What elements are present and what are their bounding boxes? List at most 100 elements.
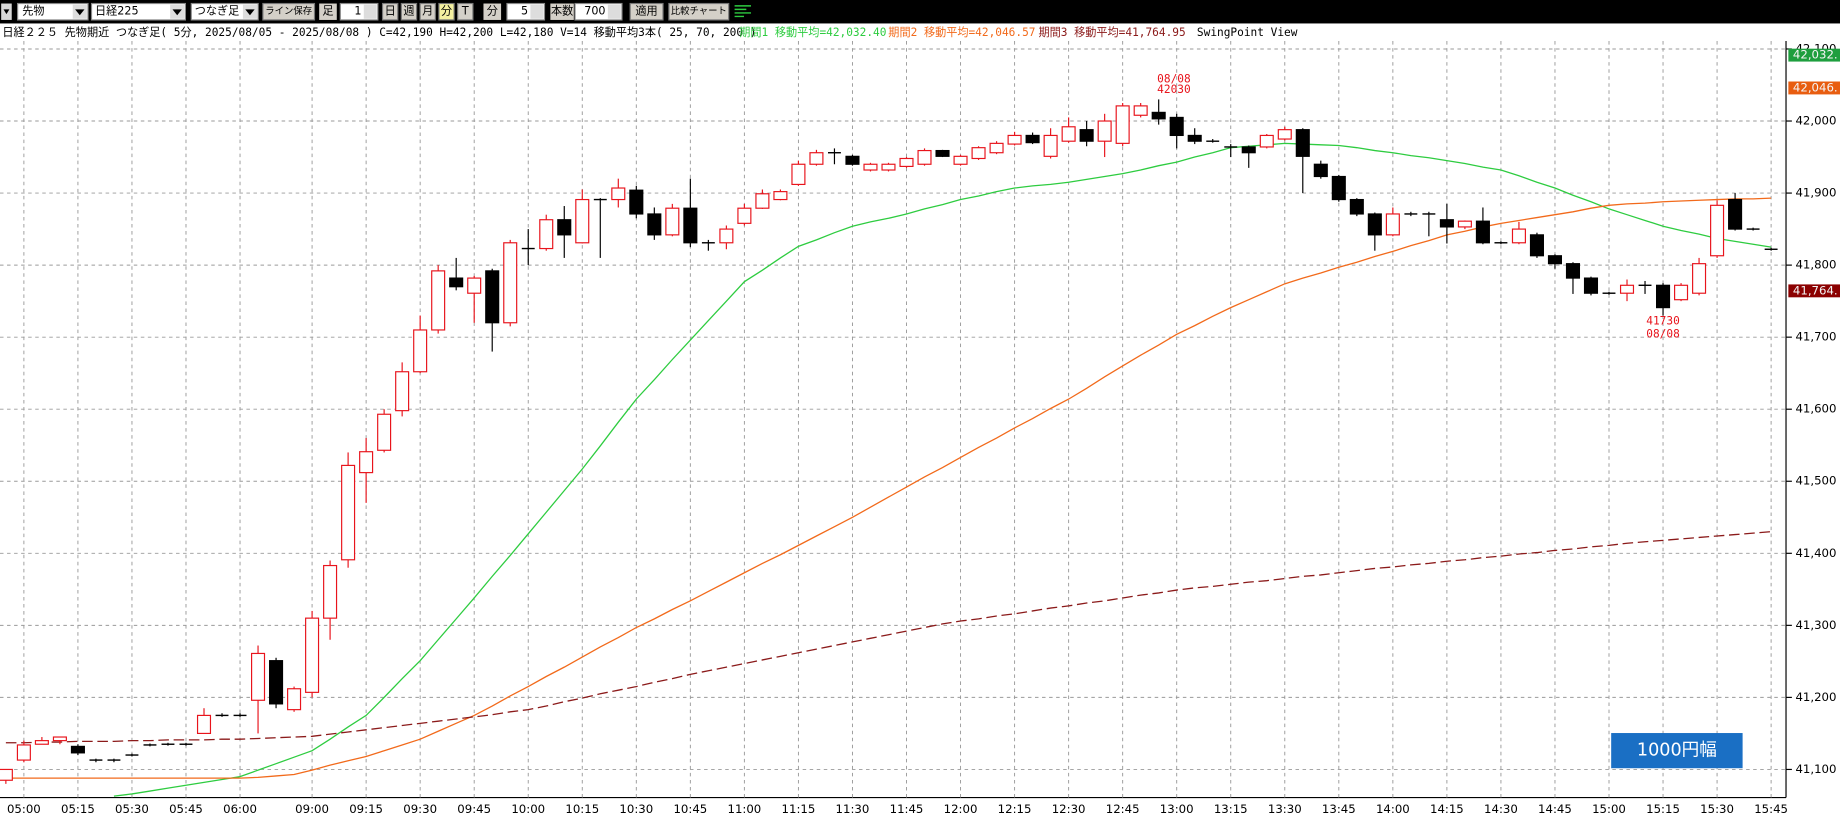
candle-body — [503, 242, 518, 324]
spinner[interactable] — [607, 4, 621, 19]
x-tick-label: 12:00 — [944, 802, 978, 816]
bar-count: 1 — [354, 5, 361, 18]
y-tick-label: 41,700 — [1795, 330, 1836, 344]
period-label: 月 — [422, 5, 433, 18]
x-tick-label: 13:00 — [1160, 802, 1194, 816]
price-tag-label: 42,046. — [1793, 80, 1838, 94]
candle-body — [1583, 277, 1599, 294]
y-tick-label: 41,800 — [1795, 258, 1836, 272]
candle-body — [1511, 228, 1526, 244]
x-tick-label: 12:45 — [1106, 802, 1140, 816]
candle-body — [1043, 134, 1058, 157]
symbol-select[interactable] — [90, 2, 186, 21]
period-button[interactable] — [438, 2, 455, 21]
spinner[interactable] — [363, 4, 377, 19]
candle-body — [1692, 263, 1707, 294]
x-tick-label: 10:15 — [565, 802, 599, 816]
x-tick-label: 09:00 — [295, 802, 329, 816]
count: 700 — [584, 5, 605, 18]
indicator-icon[interactable] — [734, 5, 752, 18]
x-tick-label: 10:00 — [511, 802, 545, 816]
candle-body — [1277, 129, 1292, 140]
period-button[interactable] — [457, 2, 474, 21]
x-tick-label: 15:45 — [1754, 802, 1788, 816]
range-button[interactable] — [1611, 733, 1743, 769]
candle-body — [467, 277, 482, 294]
swing-high-date: 08/08 — [1157, 72, 1191, 85]
candle-body — [34, 740, 49, 745]
arrow — [172, 9, 182, 16]
candle-body — [485, 270, 500, 324]
candle-body — [1655, 284, 1671, 309]
candle-body — [881, 163, 896, 171]
x-tick-label: 13:15 — [1214, 802, 1248, 816]
candle-body — [917, 149, 932, 165]
candle-body — [1475, 220, 1490, 244]
price-tag — [1788, 81, 1840, 95]
candle-body — [629, 189, 644, 215]
period-button[interactable] — [419, 2, 436, 21]
apply-button[interactable] — [629, 2, 664, 21]
candle-body — [1313, 163, 1328, 178]
range-label: 1000円幅 — [1637, 741, 1717, 761]
bar-type: つなぎ足 — [195, 4, 240, 18]
compare-button[interactable] — [668, 2, 730, 21]
chart-title: 日経２２５ 先物期近 つなぎ足( 5分, 2025/08/05 - 2025/0… — [2, 25, 756, 39]
save-line-button[interactable] — [262, 2, 316, 21]
bar-type-select[interactable] — [190, 2, 259, 21]
period-button[interactable] — [381, 2, 399, 21]
candle-body — [899, 157, 914, 167]
candle-body — [449, 277, 464, 288]
candle-body — [1061, 126, 1076, 142]
x-tick-label: 09:15 — [349, 802, 383, 816]
candle-body — [1133, 105, 1148, 116]
legend-entry: 期間3 移動平均=41,764.95 — [1039, 25, 1186, 39]
moving-average-line — [113, 142, 1772, 797]
swing-high-value: 42030 — [1157, 83, 1191, 96]
label-box — [319, 3, 337, 20]
candle-body — [557, 219, 572, 236]
candle-body — [52, 736, 67, 742]
x-tick-label: 11:15 — [782, 802, 816, 816]
spinner[interactable] — [530, 4, 544, 19]
candle-body — [16, 744, 31, 761]
bar-label: 足 — [322, 5, 333, 18]
x-tick-label: 05:30 — [115, 802, 149, 816]
minutes: 5 — [521, 5, 528, 18]
candle-body — [1457, 220, 1472, 228]
menu-arrow — [3, 9, 10, 15]
symbol-type-select[interactable] — [17, 2, 89, 21]
candle-body — [395, 371, 410, 412]
label-box — [483, 3, 502, 20]
moving-average-line — [5, 531, 1772, 744]
candle-body — [1097, 120, 1112, 142]
symbol-type: 先物 — [22, 4, 44, 18]
plot-area: 41,100 41,200 41,300 41,400 41,500 41,600 41,7… — [0, 41, 1840, 816]
price-tag-label: 42,032. — [1793, 48, 1838, 62]
candle-body — [1115, 105, 1130, 144]
y-tick-label: 41,600 — [1795, 402, 1836, 416]
candle-body — [1547, 255, 1563, 265]
candle-body — [1259, 134, 1274, 148]
candle-body — [305, 617, 320, 693]
period-button[interactable] — [400, 2, 418, 21]
period-label: 週 — [403, 5, 414, 18]
y-tick-label: 41,900 — [1795, 186, 1836, 200]
y-tick-label: 42,000 — [1795, 114, 1836, 128]
x-tick-label: 12:30 — [1052, 802, 1086, 816]
price-tag-label: 41,764. — [1793, 283, 1838, 297]
candle-body — [539, 219, 554, 250]
x-tick-label: 05:45 — [169, 802, 203, 816]
x-tick-label: 09:30 — [403, 802, 437, 816]
candle-body — [359, 451, 374, 474]
y-tick-label: 41,200 — [1795, 690, 1836, 704]
candle-body — [665, 207, 680, 236]
x-tick-label: 14:45 — [1538, 802, 1572, 816]
candle-body — [1025, 134, 1040, 144]
candle-body — [1241, 146, 1256, 154]
swing-low-date: 08/08 — [1646, 327, 1680, 340]
candle-body — [251, 652, 266, 701]
save-line: ライン保存 — [265, 5, 312, 17]
indicator-label: SwingPoint View — [1197, 26, 1298, 39]
